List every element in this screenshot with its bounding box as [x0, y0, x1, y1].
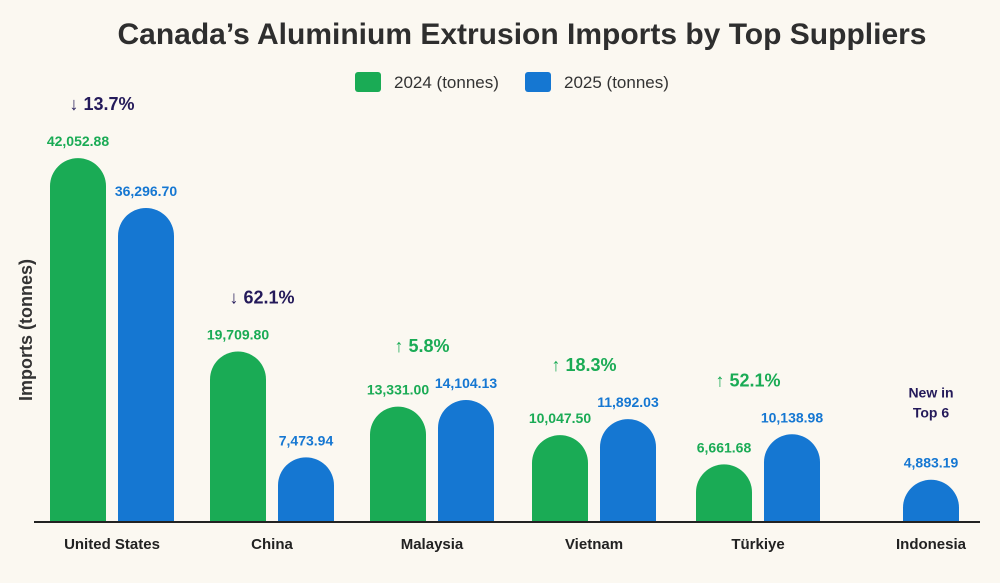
change-percent: 13.7% [83, 94, 134, 114]
legend: 2024 (tonnes) 2025 (tonnes) [355, 72, 669, 92]
change-annotation-china: ↓ 62.1% [229, 287, 294, 307]
bar-china-2025 [278, 457, 334, 522]
value-label-china-2025: 7,473.94 [279, 432, 334, 448]
bar-vietnam-2025 [600, 419, 656, 522]
category-label-china: China [251, 536, 293, 553]
legend-swatch-2024 [355, 72, 381, 92]
legend-swatch-2025 [525, 72, 551, 92]
value-label-vietnam-2024: 10,047.50 [529, 410, 591, 426]
chart-title: Canada’s Aluminium Extrusion Imports by … [118, 18, 927, 51]
category-label-turkiye: Türkiye [731, 536, 784, 553]
change-annotation-vietnam: ↑ 18.3% [551, 355, 616, 375]
annotations: ↓ 13.7%↓ 62.1%↑ 5.8%↑ 18.3%↑ 52.1% [69, 94, 780, 390]
bar-malaysia-2025 [438, 399, 494, 522]
bars [50, 158, 959, 522]
category-label-malaysia: Malaysia [401, 536, 464, 553]
value-label-united-states-2024: 42,052.88 [47, 133, 109, 149]
value-label-turkiye-2024: 6,661.68 [697, 439, 752, 455]
value-label-china-2024: 19,709.80 [207, 326, 269, 342]
category-label-indonesia: Indonesia [896, 536, 967, 553]
bar-indonesia-2025 [903, 479, 959, 522]
category-labels: United States China Malaysia Vietnam Türkiye… [64, 536, 967, 553]
category-label-vietnam: Vietnam [565, 536, 623, 553]
arrow-up-icon: ↑ [551, 355, 565, 375]
category-label-united-states: United States [64, 536, 160, 553]
note-indonesia-line-1: New in [908, 385, 953, 401]
change-annotation-united-states: ↓ 13.7% [69, 94, 134, 114]
value-label-malaysia-2025: 14,104.13 [435, 375, 497, 391]
bar-china-2024 [210, 351, 266, 522]
legend-label-2025: 2025 (tonnes) [564, 73, 669, 92]
change-annotation-turkiye: ↑ 52.1% [715, 370, 780, 390]
value-label-turkiye-2025: 10,138.98 [761, 409, 823, 425]
bar-vietnam-2024 [532, 435, 588, 522]
value-labels: 42,052.88 36,296.70 19,709.80 7,473.94 13,33… [47, 133, 959, 471]
value-label-malaysia-2024: 13,331.00 [367, 382, 429, 398]
bar-united-states-2025 [118, 207, 174, 522]
change-percent: 62.1% [243, 287, 294, 307]
arrow-down-icon: ↓ [229, 287, 243, 307]
arrow-down-icon: ↓ [69, 94, 83, 114]
change-annotation-malaysia: ↑ 5.8% [394, 336, 449, 356]
change-percent: 5.8% [408, 336, 449, 356]
value-label-vietnam-2025: 11,892.03 [597, 394, 659, 410]
notes: New in Top 6 [908, 385, 953, 421]
note-indonesia-line-2: Top 6 [913, 405, 950, 421]
change-percent: 18.3% [565, 355, 616, 375]
bar-turkiye-2025 [764, 434, 820, 522]
arrow-up-icon: ↑ [715, 370, 729, 390]
value-label-united-states-2025: 36,296.70 [115, 183, 177, 199]
arrow-up-icon: ↑ [394, 336, 408, 356]
change-percent: 52.1% [729, 370, 780, 390]
bar-malaysia-2024 [370, 406, 426, 522]
legend-label-2024: 2024 (tonnes) [394, 73, 499, 92]
bar-united-states-2024 [50, 158, 106, 522]
bar-turkiye-2024 [696, 464, 752, 522]
value-label-indonesia-2025: 4,883.19 [904, 455, 959, 471]
y-axis-label: Imports (tonnes) [16, 259, 36, 401]
